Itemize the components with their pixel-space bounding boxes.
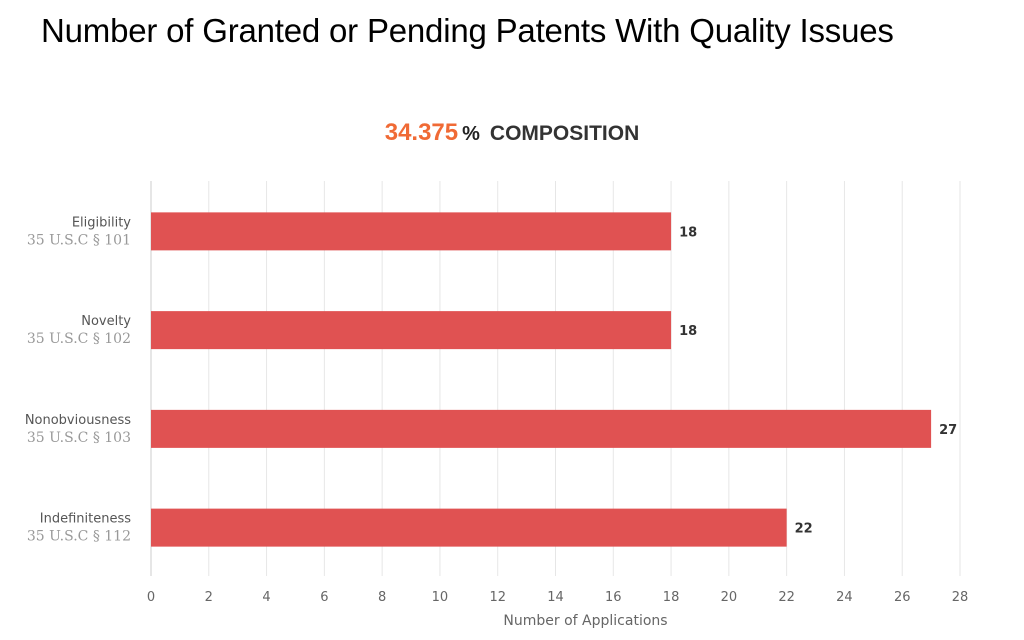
bar: [151, 409, 932, 448]
bar: [151, 311, 672, 350]
x-tick-label: 0: [147, 590, 155, 605]
data-label: 18: [679, 324, 697, 339]
x-tick-label: 4: [262, 590, 270, 605]
x-tick-label: 12: [489, 590, 506, 605]
x-tick-label: 6: [320, 590, 328, 605]
x-tick-label: 28: [952, 590, 969, 605]
x-tick-label: 20: [721, 590, 738, 605]
category-statute-label: 35 U.S.C § 103: [27, 430, 131, 446]
category-statute-label: 35 U.S.C § 101: [27, 232, 131, 248]
composition-percentage: 34.375: [384, 119, 459, 146]
category-label: Nonobviousness: [25, 413, 131, 428]
x-tick-label: 14: [547, 590, 564, 605]
category-label: Eligibility: [72, 215, 131, 230]
x-tick-label: 18: [663, 590, 680, 605]
data-label: 27: [939, 423, 957, 438]
bar: [151, 212, 672, 251]
x-tick-label: 2: [205, 590, 213, 605]
x-tick-label: 8: [378, 590, 386, 605]
bar: [151, 508, 787, 547]
category-statute-label: 35 U.S.C § 102: [27, 331, 131, 347]
x-axis-title: Number of Applications: [503, 613, 667, 629]
composition-label: COMPOSITION: [489, 122, 640, 145]
percent-sign: %: [462, 123, 480, 145]
x-tick-label: 16: [605, 590, 622, 605]
x-tick-label: 24: [836, 590, 853, 605]
x-tick-label: 10: [432, 590, 449, 605]
x-tick-label: 22: [778, 590, 795, 605]
data-label: 22: [795, 522, 813, 537]
composition-summary: 34.375% COMPOSITION: [0, 119, 1024, 147]
x-tick-label: 26: [894, 590, 911, 605]
category-label: Indefiniteness: [40, 512, 131, 527]
page-title: Number of Granted or Pending Patents Wit…: [41, 12, 894, 49]
category-statute-label: 35 U.S.C § 112: [27, 529, 131, 545]
data-label: 18: [679, 225, 697, 240]
category-label: Novelty: [81, 314, 131, 329]
